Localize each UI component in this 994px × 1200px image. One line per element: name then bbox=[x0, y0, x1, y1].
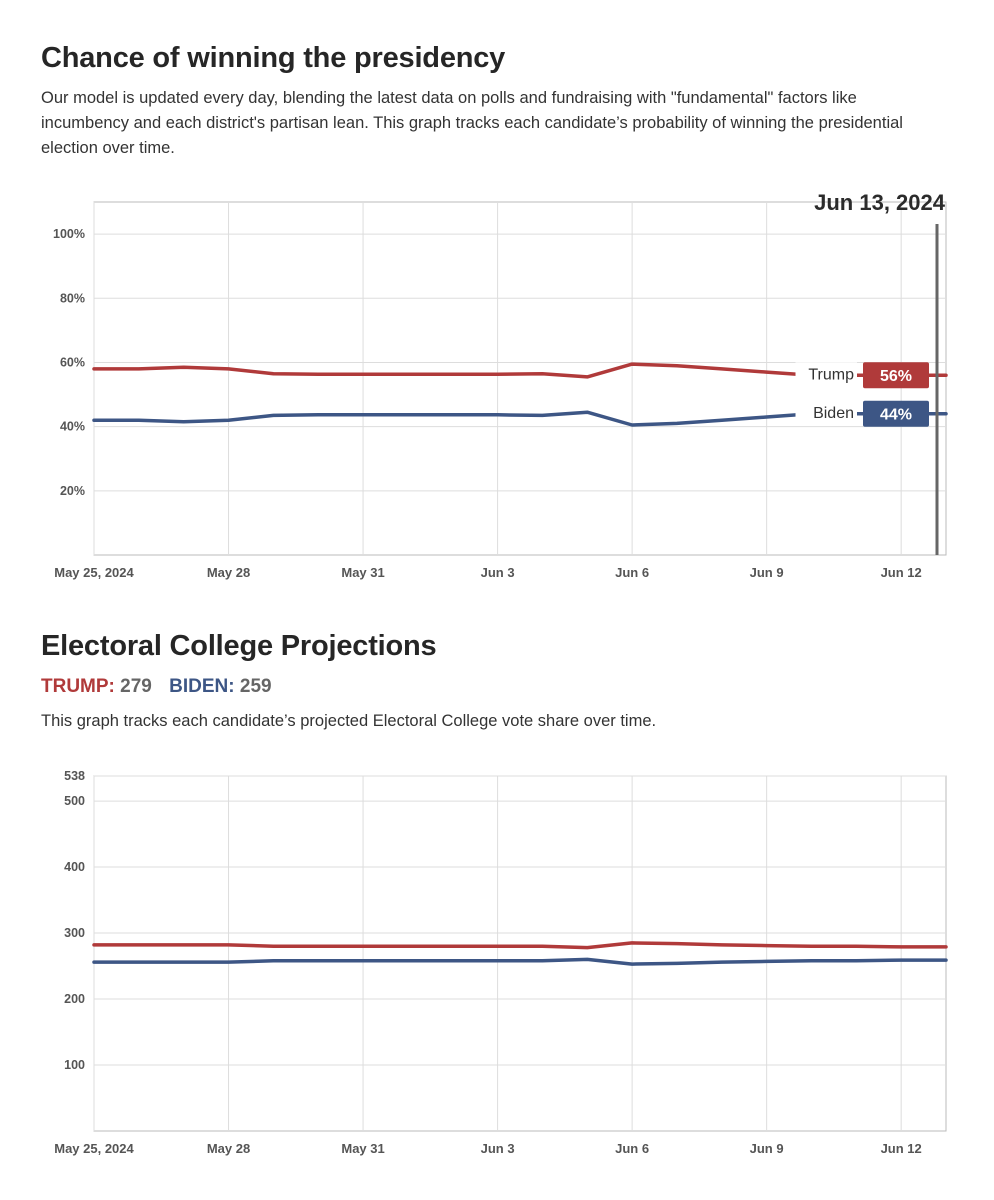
y-tick-label-100: 100% bbox=[53, 227, 85, 241]
y-tick-label-100: 100 bbox=[64, 1058, 85, 1072]
x-tick-label-may-25-2024: May 25, 2024 bbox=[54, 1141, 134, 1156]
chart1-title: Chance of winning the presidency bbox=[41, 42, 506, 74]
value-badge-trump bbox=[863, 362, 929, 389]
x-tick-label-jun-9: Jun 9 bbox=[750, 565, 784, 580]
trump-total-votes: 279 bbox=[120, 676, 152, 697]
biden-total-votes: 259 bbox=[239, 676, 272, 697]
value-badge-text-trump: 56% bbox=[880, 368, 912, 385]
x-tick-label-jun-6: Jun 6 bbox=[615, 565, 649, 580]
chart2-description: This graph tracks each candidate’s proje… bbox=[41, 712, 657, 730]
x-tick-label-jun-12: Jun 12 bbox=[881, 1141, 922, 1156]
x-tick-label-jun-6: Jun 6 bbox=[615, 1141, 649, 1156]
y-tick-label-500: 500 bbox=[64, 794, 85, 808]
y-tick-label-300: 300 bbox=[64, 926, 85, 940]
series-name-label-biden: Biden bbox=[813, 405, 854, 422]
date-cursor-label: Jun 13, 2024 bbox=[814, 190, 946, 215]
x-tick-label-may-25-2024: May 25, 2024 bbox=[54, 565, 134, 580]
win-probability-chart: 20% 40% 60% 80% 100% May 25, 2024 May 28 May 31… bbox=[53, 190, 948, 580]
x-tick-label-jun-3: Jun 3 bbox=[481, 1141, 515, 1156]
y-tick-label-200: 200 bbox=[64, 992, 85, 1006]
series-line-biden bbox=[92, 957, 948, 966]
series-line-trump bbox=[92, 941, 948, 950]
y-tick-label-538: 538 bbox=[64, 769, 85, 783]
y-tick-label-60: 60% bbox=[60, 355, 85, 369]
series-name-backdrop-biden bbox=[795, 400, 857, 425]
x-tick-label-may-31: May 31 bbox=[341, 565, 384, 580]
y-tick-label-80: 80% bbox=[60, 291, 85, 305]
x-tick-label-jun-3: Jun 3 bbox=[481, 565, 515, 580]
y-tick-label-20: 20% bbox=[60, 484, 85, 498]
plot-frame bbox=[93, 775, 947, 1132]
x-tick-label-may-28: May 28 bbox=[207, 1141, 250, 1156]
chart2-title: Electoral College Projections bbox=[41, 630, 437, 662]
x-tick-label-jun-9: Jun 9 bbox=[750, 1141, 784, 1156]
value-badge-biden bbox=[863, 400, 929, 427]
series-name-label-trump: Trump bbox=[808, 366, 854, 383]
electoral-totals: TRUMP: 279 BIDEN: 259 bbox=[41, 676, 272, 698]
series-name-backdrop-trump bbox=[795, 362, 857, 387]
value-badge-text-biden: 44% bbox=[880, 406, 912, 423]
trump-total-label: TRUMP: bbox=[41, 676, 115, 697]
x-tick-label-may-28: May 28 bbox=[207, 565, 250, 580]
y-tick-label-40: 40% bbox=[60, 420, 85, 434]
biden-total-label: BIDEN: bbox=[169, 676, 235, 697]
x-tick-label-jun-12: Jun 12 bbox=[881, 565, 922, 580]
chart1-description: Our model is updated every day, blending… bbox=[41, 89, 903, 157]
x-tick-label-may-31: May 31 bbox=[341, 1141, 384, 1156]
electoral-college-chart: 100 200 300 400 500 538 May 25, 2024 May 28 May … bbox=[54, 769, 948, 1156]
y-tick-label-400: 400 bbox=[64, 860, 85, 874]
